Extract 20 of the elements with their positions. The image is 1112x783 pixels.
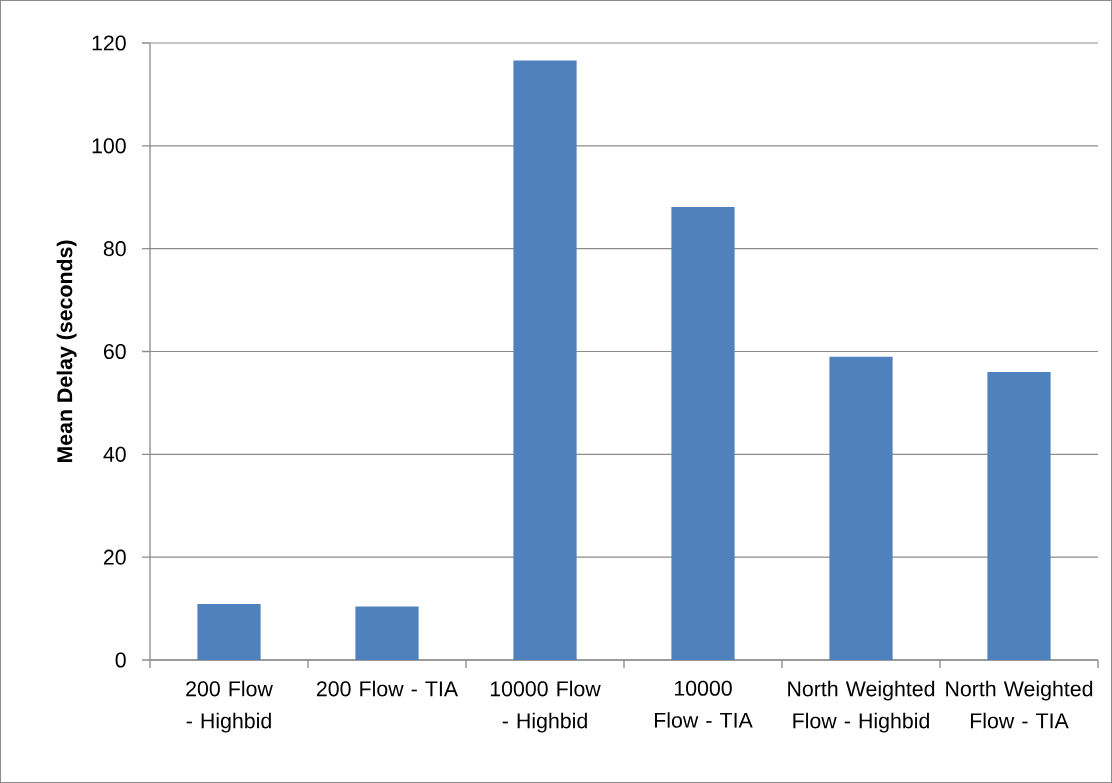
y-tick-label: 0 <box>115 652 126 668</box>
bar <box>513 60 577 660</box>
bar <box>987 372 1051 660</box>
y-tick-label: 120 <box>92 35 126 51</box>
bar <box>355 606 419 660</box>
y-tick-label: 60 <box>103 343 126 360</box>
bar <box>829 356 893 660</box>
y-axis-title: Mean Delay (seconds) <box>56 240 77 463</box>
y-tick-label: 100 <box>92 138 126 154</box>
bar <box>671 207 735 660</box>
x-tick-label: North Weighted Flow - TIA <box>946 680 1093 729</box>
x-tick-label: 200 Flow - Highbid <box>186 680 273 733</box>
y-tick-label: 40 <box>103 446 126 462</box>
x-tick-label: 10000 Flow - TIA <box>654 680 753 728</box>
y-tick-label: 80 <box>103 241 126 257</box>
y-tick-label: 20 <box>103 549 126 565</box>
x-tick-label: 200 Flow - TIA <box>316 680 459 697</box>
x-tick-label: 10000 Flow - Highbid <box>490 680 601 733</box>
x-tick-label: North Weighted Flow - Highbid <box>788 680 935 733</box>
bar <box>197 603 261 660</box>
